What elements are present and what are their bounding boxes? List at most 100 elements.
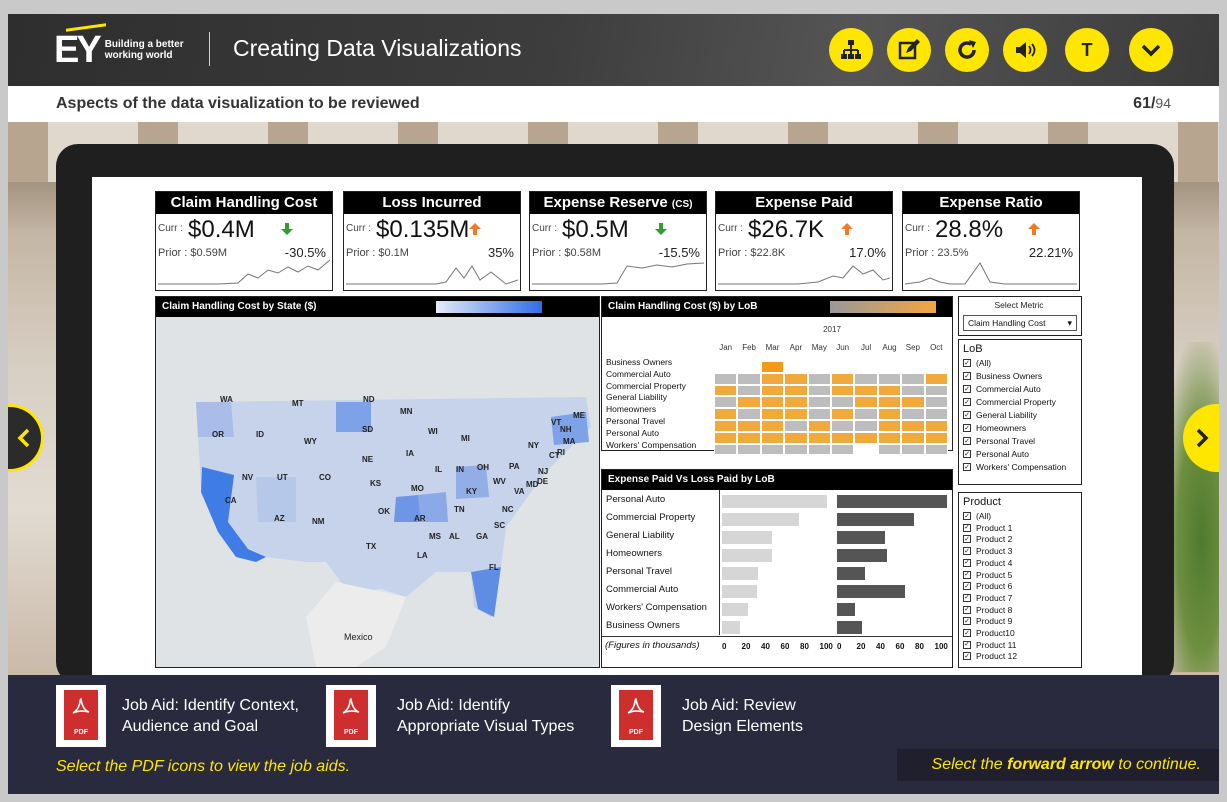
- filter-checkbox-item[interactable]: ✓ Product 2: [963, 534, 1012, 544]
- heatmap-cell[interactable]: [877, 361, 902, 373]
- heatmap-cell[interactable]: [737, 408, 761, 420]
- heatmap-cell[interactable]: [924, 361, 948, 373]
- heatmap-cell[interactable]: [760, 443, 785, 456]
- heatmap-cell[interactable]: [924, 396, 948, 409]
- heatmap-cell[interactable]: [807, 420, 831, 432]
- heatmap-cell[interactable]: [901, 384, 925, 397]
- heatmap-cell[interactable]: [714, 431, 738, 444]
- heatmap-cell[interactable]: [807, 361, 831, 373]
- heatmap-cell[interactable]: [807, 431, 831, 444]
- loss-paid-bar[interactable]: [837, 585, 906, 598]
- audio-button[interactable]: [1003, 28, 1047, 72]
- loss-paid-bar[interactable]: [837, 603, 855, 616]
- filter-checkbox-item[interactable]: ✓ Personal Auto: [963, 449, 1029, 459]
- heatmap-cell[interactable]: [924, 372, 948, 385]
- heatmap-cell[interactable]: [901, 408, 925, 420]
- job-aid-label[interactable]: Job Aid: Identify Appropriate Visual Type…: [397, 695, 574, 737]
- heatmap-cell[interactable]: [854, 431, 878, 444]
- heatmap-cell[interactable]: [831, 372, 855, 385]
- loss-paid-bar[interactable]: [837, 513, 914, 526]
- filter-checkbox-item[interactable]: ✓ Product 3: [963, 546, 1012, 556]
- heatmap-cell[interactable]: [714, 420, 738, 432]
- expense-paid-bar[interactable]: [722, 513, 799, 526]
- heatmap-cell[interactable]: [854, 384, 878, 397]
- heatmap-cell[interactable]: [877, 431, 902, 444]
- heatmap-cell[interactable]: [877, 396, 902, 409]
- filter-checkbox-item[interactable]: ✓ Business Owners: [963, 371, 1042, 381]
- heatmap-cell[interactable]: [784, 431, 808, 444]
- heatmap-cell[interactable]: [901, 372, 925, 385]
- sitemap-button[interactable]: [829, 28, 873, 72]
- heatmap-cell[interactable]: [924, 420, 948, 432]
- heatmap-cell[interactable]: [737, 396, 761, 409]
- back-arrow-button[interactable]: [8, 404, 44, 472]
- heatmap-cell[interactable]: [760, 431, 785, 444]
- heatmap-cell[interactable]: [854, 420, 878, 432]
- heatmap-cell[interactable]: [737, 372, 761, 385]
- heatmap-cell[interactable]: [760, 372, 785, 385]
- filter-checkbox-item[interactable]: ✓ (All): [963, 511, 991, 521]
- us-map[interactable]: WA MT ND MN OR ID SD WI MI NY ME WY NE IA PA NV UT CO IL IN…: [156, 317, 599, 667]
- loss-paid-bar[interactable]: [837, 531, 886, 544]
- heatmap-cell[interactable]: [901, 431, 925, 444]
- notes-button[interactable]: [887, 28, 931, 72]
- expense-paid-bar[interactable]: [722, 531, 772, 544]
- replay-button[interactable]: [945, 28, 989, 72]
- heatmap-cell[interactable]: [784, 408, 808, 420]
- heatmap-cell[interactable]: [854, 443, 878, 456]
- job-aid-label[interactable]: Job Aid: Review Design Elements: [682, 695, 803, 737]
- filter-checkbox-item[interactable]: ✓ (All): [963, 358, 991, 368]
- heatmap-cell[interactable]: [737, 431, 761, 444]
- metric-dropdown[interactable]: Claim Handling Cost: [963, 315, 1077, 331]
- heatmap-cell[interactable]: [807, 384, 831, 397]
- heatmap-cell[interactable]: [877, 443, 902, 456]
- heatmap-cell[interactable]: [784, 384, 808, 397]
- filter-checkbox-item[interactable]: ✓ Product 8: [963, 605, 1012, 615]
- heatmap-cell[interactable]: [784, 361, 808, 373]
- heatmap-cell[interactable]: [737, 361, 761, 373]
- filter-checkbox-item[interactable]: ✓ Product 9: [963, 616, 1012, 626]
- heatmap-cell[interactable]: [854, 396, 878, 409]
- job-aid-label[interactable]: Job Aid: Identify Context, Audience and G…: [122, 695, 299, 737]
- expense-paid-bar[interactable]: [722, 549, 772, 562]
- heatmap-cell[interactable]: [714, 384, 738, 397]
- heatmap-cell[interactable]: [784, 396, 808, 409]
- heatmap-cell[interactable]: [784, 372, 808, 385]
- transcript-button[interactable]: T: [1065, 28, 1109, 72]
- heatmap-cell[interactable]: [901, 443, 925, 456]
- filter-checkbox-item[interactable]: ✓ Workers' Compensation: [963, 462, 1066, 472]
- heatmap-cell[interactable]: [854, 372, 878, 385]
- heatmap-cell[interactable]: [854, 361, 878, 373]
- filter-checkbox-item[interactable]: ✓ Product10: [963, 628, 1015, 638]
- heatmap-cell[interactable]: [854, 408, 878, 420]
- pdf-job-aid-button[interactable]: PDF: [326, 685, 376, 747]
- heatmap-cell[interactable]: [901, 396, 925, 409]
- expense-paid-bar[interactable]: [722, 621, 740, 634]
- heatmap-cell[interactable]: [924, 431, 948, 444]
- expense-paid-bar[interactable]: [722, 495, 827, 508]
- heatmap-cell[interactable]: [784, 443, 808, 456]
- filter-checkbox-item[interactable]: ✓ Product 1: [963, 523, 1012, 533]
- filter-checkbox-item[interactable]: ✓ Product 5: [963, 570, 1012, 580]
- loss-paid-bar[interactable]: [837, 495, 947, 508]
- heatmap-cell[interactable]: [831, 420, 855, 432]
- heatmap-cell[interactable]: [901, 420, 925, 432]
- heatmap-cell[interactable]: [737, 384, 761, 397]
- heatmap-cell[interactable]: [760, 361, 785, 373]
- menu-button[interactable]: [1129, 28, 1173, 72]
- heatmap-cell[interactable]: [877, 420, 902, 432]
- heatmap-cell[interactable]: [831, 396, 855, 409]
- filter-checkbox-item[interactable]: ✓ Product 4: [963, 558, 1012, 568]
- expense-paid-bar[interactable]: [722, 603, 749, 616]
- heatmap-cell[interactable]: [807, 443, 831, 456]
- heatmap-cell[interactable]: [760, 420, 785, 432]
- heatmap-cell[interactable]: [877, 372, 902, 385]
- heatmap-cell[interactable]: [924, 408, 948, 420]
- loss-paid-bar[interactable]: [837, 549, 887, 562]
- filter-checkbox-item[interactable]: ✓ Product 12: [963, 651, 1017, 661]
- filter-checkbox-item[interactable]: ✓ Product 11: [963, 640, 1016, 650]
- loss-paid-bar[interactable]: [837, 621, 863, 634]
- heatmap-cell[interactable]: [877, 408, 902, 420]
- expense-paid-bar[interactable]: [722, 585, 758, 598]
- filter-checkbox-item[interactable]: ✓ Commercial Property: [963, 397, 1056, 407]
